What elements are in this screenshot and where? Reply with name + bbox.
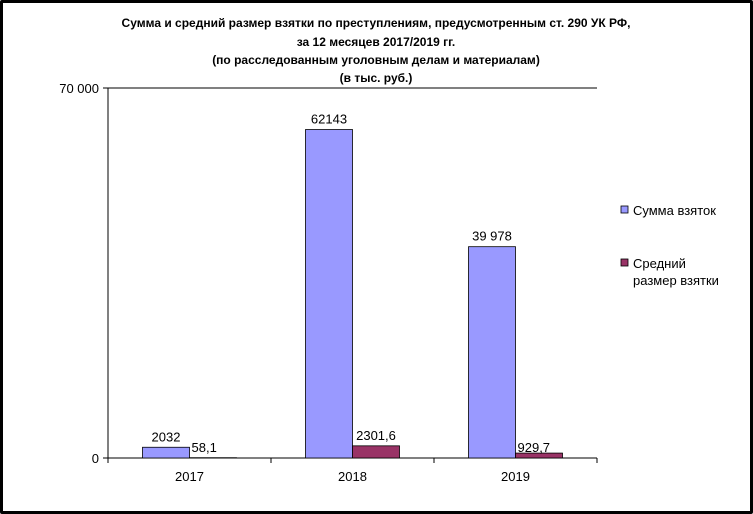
legend-swatch bbox=[620, 205, 629, 214]
bar-avg-2018 bbox=[352, 445, 400, 459]
x-tick-label: 2018 bbox=[338, 469, 367, 484]
chart-title-line: (по расследованным уголовным делам и мат… bbox=[212, 53, 540, 67]
chart-legend: Сумма взяток Средний размер взятки bbox=[620, 203, 719, 288]
data-label: 39 978 bbox=[472, 229, 512, 244]
y-tick-label: 70 000 bbox=[59, 81, 99, 96]
data-label: 929,7 bbox=[518, 440, 551, 455]
bar-sum-2019 bbox=[468, 246, 516, 459]
chart-title-line: (в тыс. руб.) bbox=[340, 71, 413, 85]
legend-label: Средний bbox=[633, 256, 686, 271]
legend-label: Сумма взяток bbox=[633, 203, 716, 218]
bar-sum-2018 bbox=[305, 129, 353, 459]
y-tick-label: 0 bbox=[92, 451, 99, 466]
x-tick-label: 2017 bbox=[175, 469, 204, 484]
data-label: 2301,6 bbox=[356, 428, 396, 443]
data-label: 62143 bbox=[311, 112, 347, 127]
chart-title: Сумма и средний размер взятки по преступ… bbox=[122, 16, 631, 85]
legend-swatch bbox=[620, 258, 629, 267]
legend-label: размер взятки bbox=[633, 273, 719, 288]
data-label: 58,1 bbox=[192, 440, 217, 455]
chart-title-line: Сумма и средний размер взятки по преступ… bbox=[122, 16, 631, 30]
bar-avg-2019 bbox=[515, 452, 563, 459]
chart-bars bbox=[142, 129, 563, 459]
x-tick-label: 2019 bbox=[501, 469, 530, 484]
chart-title-line: за 12 месяцев 2017/2019 гг. bbox=[297, 35, 456, 49]
bar-sum-2017 bbox=[142, 446, 190, 459]
data-label: 2032 bbox=[152, 429, 181, 444]
chart-data-labels: 2032 62143 39 978 58,1 2301,6 929,7 bbox=[152, 112, 551, 455]
